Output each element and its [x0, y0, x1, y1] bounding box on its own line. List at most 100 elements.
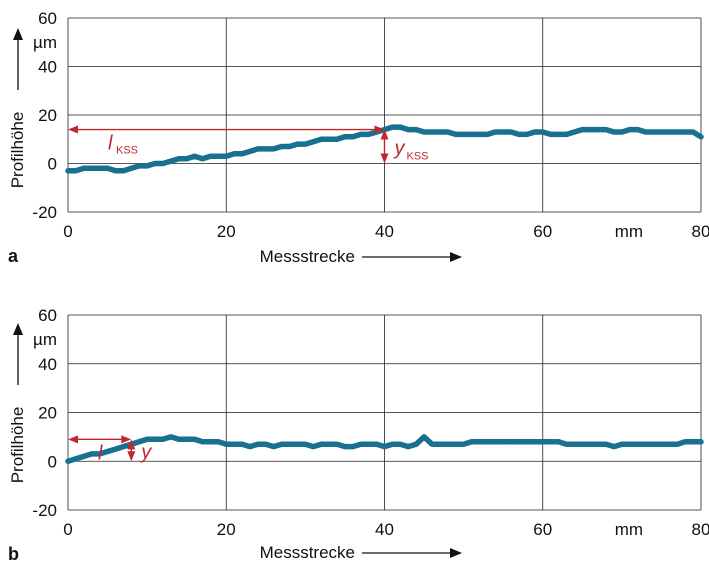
data-point — [366, 441, 371, 447]
data-point — [564, 132, 569, 137]
data-point — [255, 441, 261, 447]
chart-panel-b: -20 0 20 40 60 µm 0 20 40 60 80 mm Messstrecke Profil… — [8, 306, 709, 564]
data-point — [382, 444, 387, 449]
data-point — [223, 153, 229, 159]
data-point — [279, 144, 284, 149]
data-point — [73, 168, 79, 174]
data-point — [524, 439, 530, 445]
height-arrow-head-bottom — [127, 451, 136, 462]
data-point — [698, 134, 704, 140]
data-point — [635, 441, 640, 447]
data-point — [239, 151, 245, 157]
data-point — [223, 441, 229, 447]
length-arrow-head-left — [68, 435, 78, 444]
data-point — [580, 441, 585, 447]
data-point — [532, 129, 538, 135]
data-point — [532, 439, 538, 445]
data-point — [500, 439, 506, 445]
data-point — [247, 149, 253, 154]
height-arrow-head-bottom — [380, 153, 389, 164]
y-axis-label: Profilhöhe — [8, 112, 27, 189]
data-point — [524, 132, 530, 137]
length-arrow-head-right — [121, 435, 132, 444]
data-point — [492, 439, 498, 445]
data-point — [374, 441, 379, 447]
data-point — [556, 132, 561, 137]
data-point — [659, 129, 664, 135]
data-point — [635, 127, 640, 132]
data-point — [318, 136, 324, 142]
x-tick-label: 0 — [63, 520, 72, 539]
data-point — [342, 444, 348, 449]
data-point — [453, 132, 459, 137]
x-tick-label: 60 — [533, 520, 552, 539]
data-point — [81, 454, 87, 459]
data-point — [144, 163, 150, 169]
data-point — [690, 439, 696, 445]
y-tick-label: -20 — [32, 501, 57, 520]
data-point — [334, 441, 340, 447]
x-tick-label: 80 — [692, 222, 709, 241]
data-point — [326, 136, 332, 142]
height-label: y — [393, 138, 406, 160]
data-point — [271, 444, 277, 449]
y-axis-arrow-head — [13, 323, 23, 335]
data-point — [485, 439, 490, 445]
data-point — [121, 168, 126, 174]
data-point — [65, 458, 71, 464]
data-point — [263, 146, 269, 152]
data-point — [651, 129, 656, 135]
data-point — [492, 129, 498, 135]
height-label-subscript: KSS — [407, 151, 429, 163]
data-point — [208, 439, 213, 445]
x-axis-label: Messstrecke — [260, 543, 355, 562]
data-point — [105, 449, 110, 454]
height-arrow-head-top — [127, 439, 136, 450]
data-point — [184, 156, 189, 161]
data-point — [168, 434, 174, 440]
data-point — [208, 153, 213, 159]
data-point — [350, 134, 356, 140]
length-label: l — [98, 442, 103, 464]
data-point — [398, 124, 403, 130]
data-point — [627, 127, 633, 132]
data-point — [508, 439, 514, 445]
data-point — [303, 441, 308, 447]
data-point — [129, 166, 134, 171]
data-point — [437, 129, 443, 135]
data-point — [192, 153, 197, 159]
length-label: l — [108, 133, 113, 155]
x-tick-label: 20 — [217, 520, 236, 539]
data-point — [390, 124, 395, 130]
data-point — [326, 441, 332, 447]
data-point — [176, 437, 182, 442]
data-point — [216, 439, 221, 445]
data-point — [136, 163, 142, 169]
data-point — [667, 129, 672, 135]
data-point — [603, 127, 609, 132]
data-point — [429, 441, 435, 447]
x-tick-label: 0 — [63, 222, 72, 241]
y-tick-label: 20 — [38, 106, 57, 125]
data-point — [659, 441, 664, 447]
data-point — [413, 127, 419, 132]
data-point — [144, 437, 150, 442]
data-point — [429, 129, 435, 135]
data-point — [500, 129, 506, 135]
data-point — [453, 441, 459, 447]
data-point — [334, 136, 340, 142]
data-point — [239, 441, 245, 447]
y-tick-label: 40 — [38, 355, 57, 374]
data-point — [318, 441, 324, 447]
height-arrow-head-top — [380, 129, 389, 140]
data-point — [548, 439, 553, 445]
data-point — [398, 441, 403, 447]
data-point — [421, 434, 427, 440]
data-point — [358, 132, 364, 137]
data-point — [690, 129, 696, 135]
data-point — [287, 441, 292, 447]
data-point — [97, 166, 102, 171]
data-point — [595, 127, 601, 132]
data-point — [152, 161, 158, 166]
length-label-subscript: KSS — [116, 145, 138, 157]
